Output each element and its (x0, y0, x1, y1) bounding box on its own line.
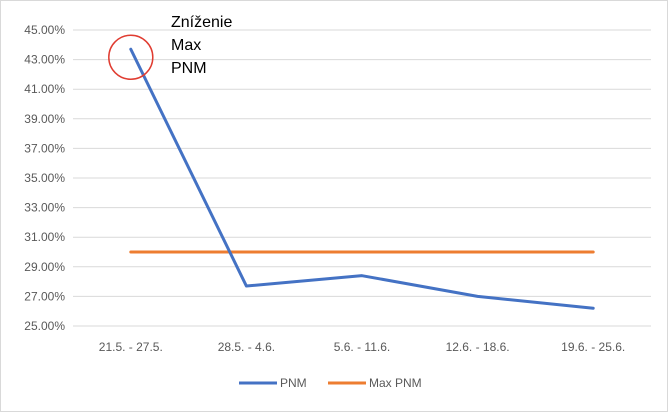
legend-label: Max PNM (369, 376, 422, 390)
x-tick-label: 12.6. - 18.6. (446, 340, 510, 354)
y-tick-label: 31.00% (24, 230, 65, 244)
y-tick-label: 33.00% (24, 201, 65, 215)
x-tick-label: 5.6. - 11.6. (334, 340, 390, 354)
y-axis-tick-labels: 25.00% 27.00% 29.00% 31.00% 33.00% 35.00% 37.0… (24, 23, 65, 333)
annotation-text: PNM (171, 60, 207, 77)
annotation-text: Zníženie (171, 14, 232, 31)
y-tick-label: 37.00% (24, 141, 65, 155)
x-tick-label: 21.5. - 27.5. (99, 340, 163, 354)
y-tick-label: 25.00% (24, 319, 65, 333)
y-tick-label: 29.00% (24, 260, 65, 274)
y-tick-label: 35.00% (24, 171, 65, 185)
series-lines (129, 47, 595, 310)
y-tick-label: 41.00% (24, 82, 65, 96)
y-tick-label: 39.00% (24, 112, 65, 126)
legend-label: PNM (280, 376, 307, 390)
x-tick-label: 28.5. - 4.6. (218, 340, 275, 354)
gridlines (73, 29, 651, 327)
x-axis-tick-labels: 21.5. - 27.5. 28.5. - 4.6. 5.6. - 11.6. 12.… (99, 340, 625, 354)
y-tick-label: 27.00% (24, 289, 65, 303)
pnm-series-line (129, 47, 595, 310)
y-tick-label: 43.00% (24, 53, 65, 67)
annotation: Zníženie Max PNM (108, 14, 232, 80)
annotation-text: Max (171, 37, 201, 54)
annotation-circle (108, 34, 154, 80)
x-tick-label: 19.6. - 25.6. (561, 340, 625, 354)
y-tick-label: 45.00% (24, 23, 65, 37)
legend: PNM Max PNM (239, 376, 422, 390)
